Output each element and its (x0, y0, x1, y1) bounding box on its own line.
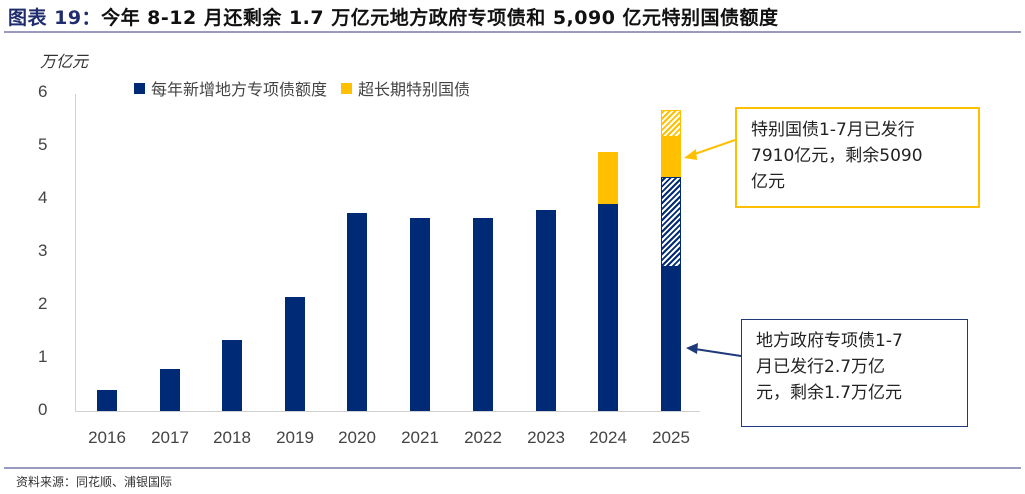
y-tick: 4 (38, 188, 48, 207)
x-tick: 2021 (401, 428, 439, 447)
title-divider (4, 31, 1021, 33)
local-bond-callout: 地方政府专项债1-7 月已发行2.7万亿 元，剩余1.7万亿元 (741, 319, 968, 427)
y-axis-unit: 万亿元 (40, 52, 89, 71)
bar-2017-local (160, 369, 180, 411)
chart-title: 图表 19：今年 8-12 月还剩余 1.7 万亿元地方政府专项债和 5,090… (8, 3, 779, 30)
x-tick: 2024 (589, 428, 627, 447)
x-tick: 2016 (88, 428, 126, 447)
callout-line: 亿元 (751, 172, 785, 192)
x-tick: 2025 (652, 428, 690, 447)
bar-2025-special-remaining (661, 110, 681, 137)
legend-item-local-bond: 每年新增地方专项债额度 (134, 76, 327, 100)
bar-2020-local (347, 213, 367, 411)
bar-2025-local-issued (661, 267, 681, 411)
x-tick: 2018 (213, 428, 251, 447)
bar-2016-local (97, 390, 117, 411)
navy-arrow-line (694, 348, 742, 357)
special-bond-callout: 特别国债1-7月已发行 7910亿元，剩余5090 亿元 (735, 107, 980, 208)
bar-2018-local (222, 340, 242, 411)
y-tick: 6 (38, 82, 48, 101)
callout-line: 7910亿元，剩余5090 (751, 146, 923, 166)
legend: 每年新增地方专项债额度 超长期特别国债 (134, 76, 484, 100)
navy-arrow-head-icon (686, 343, 698, 354)
footer-divider (4, 467, 1021, 469)
bar-2024-local (598, 204, 618, 411)
x-axis-line (75, 411, 700, 412)
legend-swatch-gold-icon (341, 82, 353, 94)
bar-2022-local (473, 218, 493, 411)
bar-2019-local (285, 297, 305, 411)
bar-2023-local (536, 210, 556, 411)
y-axis-line (75, 94, 76, 412)
gold-arrow-head-icon (684, 149, 697, 160)
bar-2025-special-issued (661, 137, 681, 177)
x-tick: 2020 (338, 428, 376, 447)
title-text: 今年 8-12 月还剩余 1.7 万亿元地方政府专项债和 5,090 亿元特别国… (101, 7, 779, 29)
y-tick: 1 (38, 347, 48, 366)
y-tick: 5 (38, 135, 48, 154)
legend-swatch-navy-icon (134, 82, 145, 94)
source-note: 资料来源：同花顺、浦银国际 (16, 475, 173, 489)
callout-line: 月已发行2.7万亿 (756, 357, 886, 377)
bar-2024-special (598, 152, 618, 204)
bar-2025-local-remaining (661, 177, 681, 267)
x-tick: 2022 (464, 428, 502, 447)
callout-line: 元，剩余1.7万亿元 (756, 383, 903, 403)
y-tick: 2 (38, 294, 48, 313)
callout-line: 地方政府专项债1-7 (756, 331, 903, 351)
callout-line: 特别国债1-7月已发行 (751, 120, 915, 140)
y-tick: 3 (38, 241, 48, 260)
gold-arrow-line (691, 139, 736, 156)
legend-item-special-bond: 超长期特别国债 (341, 76, 470, 100)
legend-label: 每年新增地方专项债额度 (151, 80, 328, 99)
figure-label: 图表 19： (8, 7, 102, 29)
x-tick: 2019 (276, 428, 314, 447)
x-tick: 2023 (527, 428, 565, 447)
y-tick: 0 (38, 400, 48, 419)
bar-2021-local (410, 218, 430, 411)
legend-label: 超长期特别国债 (358, 80, 471, 99)
x-tick: 2017 (151, 428, 189, 447)
